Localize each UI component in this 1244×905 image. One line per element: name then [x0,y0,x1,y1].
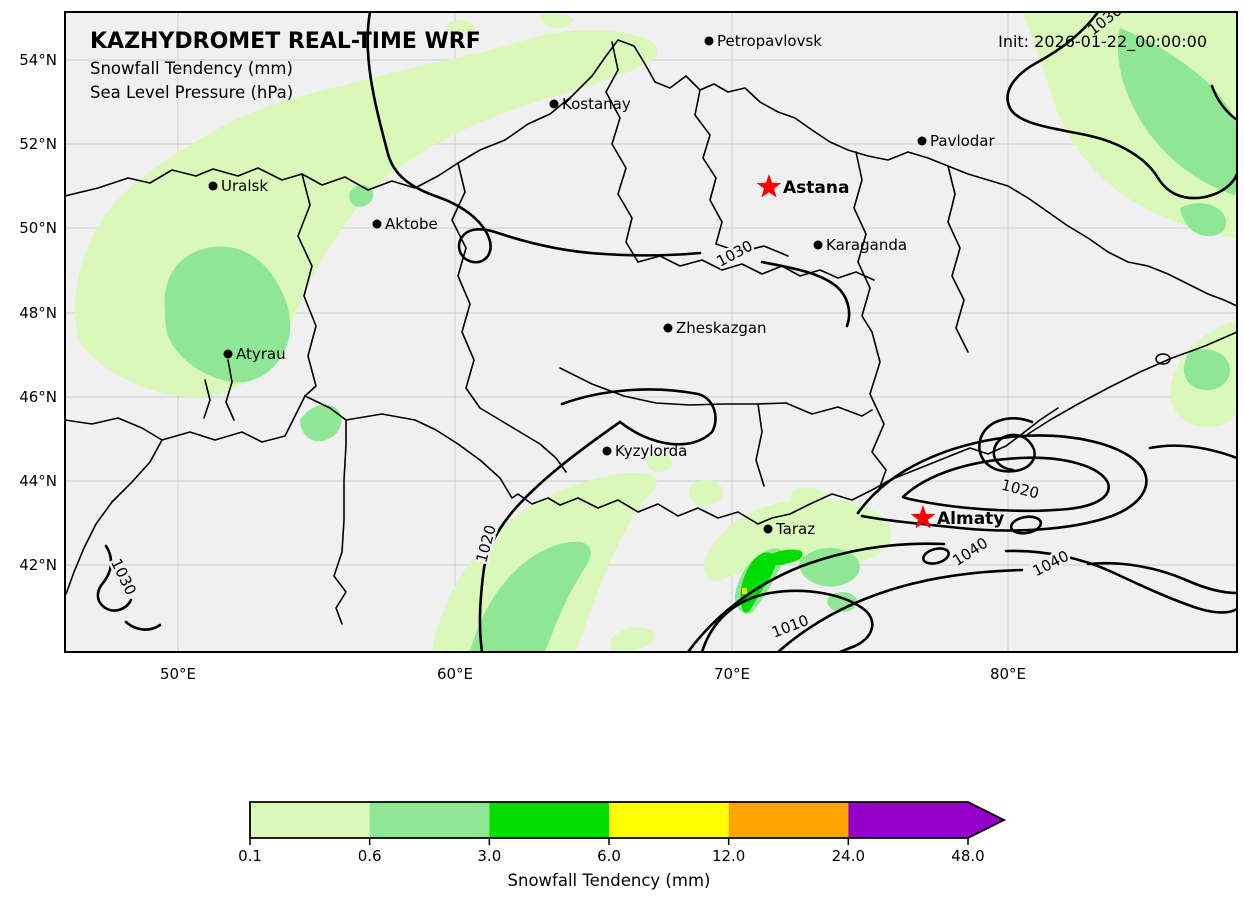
x-axis-ticks: 50°E 60°E 70°E 80°E [160,665,1026,683]
colorbar-tick-0.6: 0.6 [358,847,382,865]
colorbar-caption: Snowfall Tendency (mm) [508,871,711,890]
city-label: Karaganda [826,236,907,254]
city-petropavlovsk: Petropavlovsk [704,32,822,50]
city-taraz: Taraz [763,520,815,538]
city-dot [602,446,612,456]
city-label: Aktobe [385,215,438,233]
colorbar-segment-1 [250,802,370,838]
y-tick-46n: 46°N [19,388,57,406]
city-dot [704,36,714,46]
colorbar-tick-0.1: 0.1 [238,847,262,865]
city-kostanay: Kostanay [549,95,631,113]
colorbar-tick-12.0: 12.0 [712,847,745,865]
city-kyzylorda: Kyzylorda [602,442,687,460]
colorbar-tick-6.0: 6.0 [597,847,621,865]
city-label: Uralsk [221,177,268,195]
city-dot [372,219,382,229]
map-title: KAZHYDROMET REAL-TIME WRF [90,29,481,54]
colorbar-outline [249,801,1007,839]
city-label: Kyzylorda [615,442,687,460]
map-subtitle-variable: Snowfall Tendency (mm) [90,59,293,78]
pressure-contours [96,12,1237,652]
colorbar: 0.1 0.6 3.0 6.0 12.0 24.0 48.0 Snowfall … [238,801,1007,890]
admin-borders [65,39,1237,625]
snowfall-extreme-pixel [742,588,747,594]
colorbar-tick-3.0: 3.0 [477,847,501,865]
star-icon [756,174,782,198]
colorbar-tick-24.0: 24.0 [832,847,865,865]
x-tick-80e: 80°E [990,665,1026,683]
city-atyrau: Atyrau [223,345,286,363]
city-uralsk: Uralsk [208,177,268,195]
map-subtitle-pressure: Sea Level Pressure (hPa) [90,83,293,102]
city-dot [813,240,823,250]
y-tick-50n: 50°N [19,219,57,237]
city-dot [663,323,673,333]
x-tick-50e: 50°E [160,665,196,683]
y-axis-ticks: 54°N 52°N 50°N 48°N 46°N 44°N 42°N [19,51,57,574]
colorbar-segment-6 [848,802,968,838]
colorbar-ticks [249,838,969,845]
city-label: Astana [783,178,849,198]
x-tick-70e: 70°E [714,665,750,683]
city-markers: Petropavlovsk Kostanay Pavlodar Uralsk A… [208,32,1004,538]
city-label: Almaty [937,509,1004,529]
colorbar-segment-5 [728,802,849,838]
city-label: Zheskazgan [676,319,767,337]
city-label: Taraz [775,520,815,538]
city-dot [549,99,559,109]
city-zheskazgan: Zheskazgan [663,319,767,337]
city-almaty: Almaty [910,505,1004,529]
city-label: Pavlodar [930,132,995,150]
map-frame [64,11,1238,653]
snowfall-heavy-patches [740,549,803,613]
city-label: Petropavlovsk [717,32,822,50]
city-label: Atyrau [236,345,286,363]
y-tick-48n: 48°N [19,304,57,322]
city-pavlodar: Pavlodar [917,132,995,150]
colorbar-segment-3 [489,802,609,838]
x-tick-60e: 60°E [437,665,473,683]
y-tick-44n: 44°N [19,472,57,490]
colorbar-tick-48.0: 48.0 [951,847,984,865]
city-label: Kostanay [562,95,631,113]
y-tick-54n: 54°N [19,51,57,69]
star-icon [910,505,936,529]
colorbar-segment-4 [609,802,729,838]
init-timestamp: Init: 2026-01-22_00:00:00 [998,32,1207,52]
city-dot [223,349,233,359]
city-dot [917,136,927,146]
city-karaganda: Karaganda [813,236,907,254]
y-tick-42n: 42°N [19,556,57,574]
city-dot [763,524,773,534]
city-dot [208,181,218,191]
city-astana: Astana [756,174,849,198]
y-tick-52n: 52°N [19,135,57,153]
colorbar-segment-2 [369,802,490,838]
city-aktobe: Aktobe [372,215,438,233]
colorbar-extend-arrow [968,802,1004,838]
